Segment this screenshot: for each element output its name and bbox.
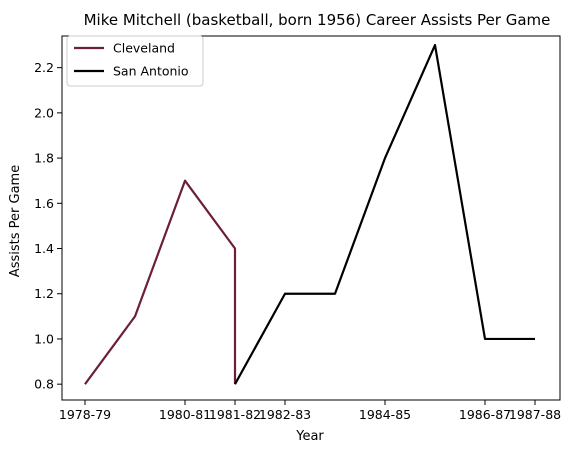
y-tick-label: 1.8 <box>34 151 54 166</box>
y-tick-label: 2.0 <box>34 105 54 120</box>
x-tick-label: 1980-81 <box>159 407 211 422</box>
series-line-san-antonio <box>234 43 535 385</box>
y-axis-label: Assists Per Game <box>8 165 23 277</box>
x-axis-label: Year <box>295 429 324 444</box>
plot-area <box>61 35 561 401</box>
x-tick-label: 1981-82 <box>209 407 261 422</box>
y-tick-label: 2.2 <box>34 60 54 75</box>
y-tick-label: 1.4 <box>34 241 54 256</box>
y-tick-label: 1.6 <box>34 196 54 211</box>
legend-label: San Antonio <box>113 64 189 79</box>
y-axis-ticks: 0.8 1.0 1.2 1.4 1.6 1.8 2.0 2.2 <box>34 60 62 392</box>
plot-frame <box>61 35 561 401</box>
x-tick-label: 1986-87 <box>459 407 511 422</box>
legend: Cleveland San Antonio <box>66 35 204 87</box>
x-tick-label: 1987-88 <box>509 407 561 422</box>
y-tick-label: 0.8 <box>34 377 54 392</box>
x-tick-label: 1982-83 <box>259 407 311 422</box>
x-tick-label: 1984-85 <box>359 407 411 422</box>
y-tick-label: 1.0 <box>34 331 54 346</box>
legend-label: Cleveland <box>113 41 175 56</box>
series-line-cleveland <box>84 179 237 385</box>
series-layer <box>84 43 535 385</box>
chart-title: Mike Mitchell (basketball, born 1956) Ca… <box>84 11 551 29</box>
x-tick-label: 1978-79 <box>59 407 111 422</box>
y-tick-label: 1.2 <box>34 286 54 301</box>
